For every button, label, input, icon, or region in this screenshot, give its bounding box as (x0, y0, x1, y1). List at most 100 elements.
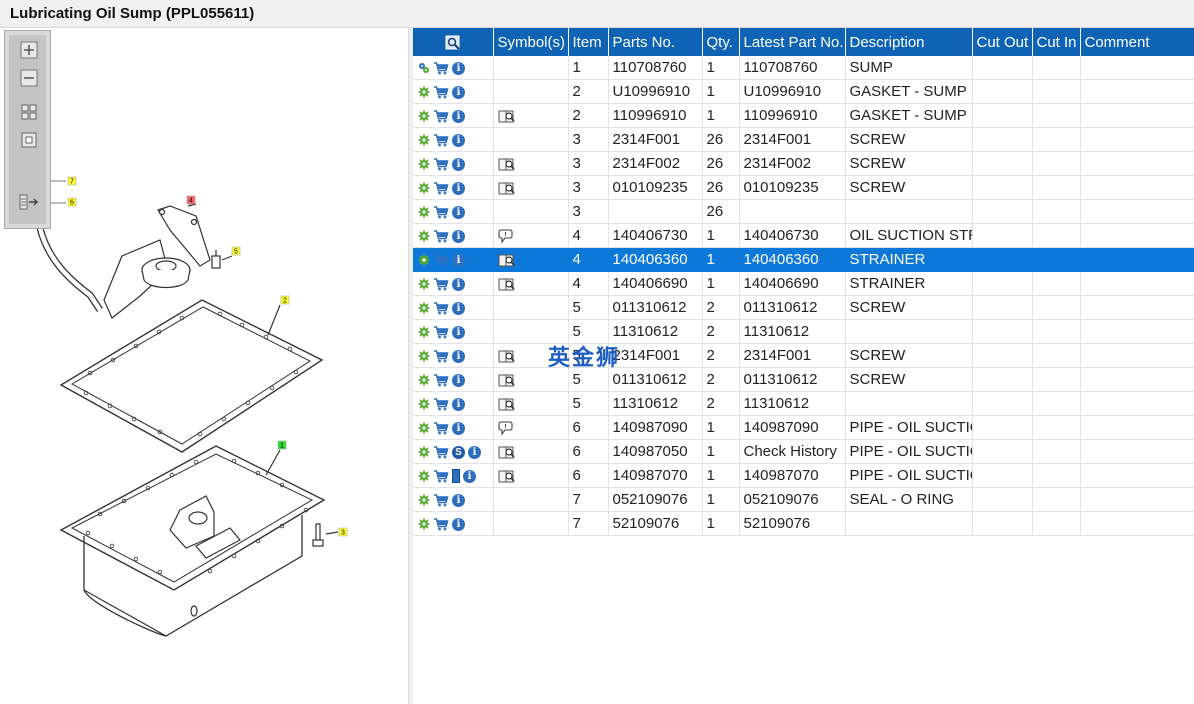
cart-icon (434, 446, 449, 459)
cart-icon (434, 206, 449, 219)
cut-in-cell (1032, 319, 1081, 344)
row-actions-cell[interactable]: i (413, 487, 494, 512)
row-actions-cell[interactable]: i (413, 511, 494, 536)
zoom-out-button[interactable] (18, 67, 40, 89)
column-header-latest-part-no[interactable]: Latest Part No. (739, 28, 846, 56)
table-row[interactable]: i 7 52109076 1 52109076 (413, 511, 1194, 536)
symbol-cell[interactable] (493, 367, 569, 392)
row-actions-cell[interactable]: i (413, 79, 494, 104)
symbol-cell[interactable] (493, 247, 569, 272)
row-actions-cell[interactable]: i (413, 151, 494, 176)
symbol-cell[interactable] (493, 223, 569, 248)
table-row[interactable]: i 1 110708760 1 110708760 SUMP (413, 56, 1194, 80)
info-icon: i (452, 325, 465, 339)
comment-cell (1080, 127, 1194, 152)
table-row-selected[interactable]: i 4 140406360 1 140406360 STRAINER (413, 247, 1194, 272)
gear-icon (418, 110, 430, 122)
column-header-parts-no[interactable]: Parts No. (608, 28, 703, 56)
comment-cell (1080, 175, 1194, 200)
column-header-cut-in[interactable]: Cut In (1032, 28, 1081, 56)
zoom-in-button[interactable] (18, 39, 40, 61)
column-header-cut-out[interactable]: Cut Out (972, 28, 1033, 56)
row-actions-cell[interactable]: i (413, 367, 494, 392)
cart-icon (434, 134, 449, 147)
table-row[interactable]: i 5 011310612 2 011310612 SCREW (413, 295, 1194, 320)
table-row[interactable]: i 3 2314F001 26 2314F001 SCREW (413, 127, 1194, 152)
item-cell: 5 (568, 343, 609, 368)
cut-in-cell (1032, 103, 1081, 128)
cut-out-cell (972, 319, 1033, 344)
symbol-cell[interactable] (493, 151, 569, 176)
gear-icon (418, 182, 430, 194)
show-list-button[interactable] (18, 191, 40, 213)
cut-in-cell (1032, 487, 1081, 512)
table-row[interactable]: i 3 2314F002 26 2314F002 SCREW (413, 151, 1194, 176)
callout-2 (280, 295, 290, 305)
symbol-cell[interactable] (493, 463, 569, 488)
symbol-cell[interactable] (493, 271, 569, 296)
fit-window-button[interactable] (18, 129, 40, 151)
symbol-cell[interactable] (493, 391, 569, 416)
column-header-symbols[interactable]: Symbol(s) (493, 28, 569, 56)
row-actions-cell[interactable]: i (413, 56, 494, 80)
row-actions-cell[interactable]: i (413, 247, 494, 272)
table-row[interactable]: i 3 010109235 26 010109235 SCREW (413, 175, 1194, 200)
column-header-item[interactable]: Item (568, 28, 609, 56)
row-actions-cell[interactable]: i (413, 223, 494, 248)
cut-in-cell (1032, 415, 1081, 440)
info-icon: i (452, 229, 465, 243)
gear-icon (418, 302, 430, 314)
symbol-cell[interactable] (493, 415, 569, 440)
table-row[interactable]: i 5 011310612 2 011310612 SCREW (413, 367, 1194, 392)
symbol-cell[interactable] (493, 439, 569, 464)
row-actions-cell[interactable]: i (413, 319, 494, 344)
row-actions-cell[interactable]: i (413, 199, 494, 224)
row-actions-cell[interactable]: i (413, 415, 494, 440)
table-row[interactable]: i 2 U10996910 1 U10996910 GASKET - SUMP (413, 79, 1194, 104)
row-actions-cell[interactable]: i (413, 127, 494, 152)
row-actions-cell[interactable]: i (413, 391, 494, 416)
table-row[interactable]: i 2 110996910 1 110996910 GASKET - SUMP (413, 103, 1194, 128)
row-actions-cell[interactable]: i (413, 295, 494, 320)
column-header-comment[interactable]: Comment (1080, 28, 1194, 56)
diagram-pane[interactable] (0, 28, 408, 704)
cut-out-cell (972, 79, 1033, 104)
info-icon: i (452, 181, 465, 195)
table-row[interactable]: i 5 2314F001 2 2314F001 SCREW (413, 343, 1194, 368)
column-header-qty[interactable]: Qty. (702, 28, 740, 56)
symbol-cell[interactable] (493, 103, 569, 128)
exploded-diagram[interactable]: 7 6 4 5 2 1 3 (0, 28, 408, 704)
row-actions-cell[interactable]: i (413, 103, 494, 128)
table-row[interactable]: i 3 26 (413, 199, 1194, 224)
symbol-cell (493, 127, 569, 152)
parts-no-cell: 2314F001 (608, 343, 703, 368)
column-header-search[interactable] (413, 28, 494, 56)
symbol-cell (493, 79, 569, 104)
row-actions-cell[interactable]: i (413, 463, 494, 488)
symbol-cell[interactable] (493, 343, 569, 368)
pane-splitter[interactable] (408, 28, 413, 704)
table-row[interactable]: i 7 052109076 1 052109076 SEAL - O RING (413, 487, 1194, 512)
comment-cell (1080, 439, 1194, 464)
cart-icon (434, 302, 449, 315)
row-actions-cell[interactable]: i (413, 271, 494, 296)
comment-cell (1080, 511, 1194, 536)
row-actions-cell[interactable]: i (413, 175, 494, 200)
cart-icon (434, 182, 449, 195)
gear-icon (418, 446, 430, 458)
latest-part-no-cell: 010109235 (739, 175, 846, 200)
row-actions-cell[interactable]: i (413, 343, 494, 368)
comment-cell (1080, 56, 1194, 80)
symbol-cell[interactable] (493, 175, 569, 200)
column-header-description[interactable]: Description (845, 28, 973, 56)
table-row[interactable]: i 5 11310612 2 11310612 (413, 391, 1194, 416)
table-row[interactable]: i 5 11310612 2 11310612 (413, 319, 1194, 344)
item-cell: 5 (568, 367, 609, 392)
fit-all-button[interactable] (18, 101, 40, 123)
table-row[interactable]: i 4 140406690 1 140406690 STRAINER (413, 271, 1194, 296)
